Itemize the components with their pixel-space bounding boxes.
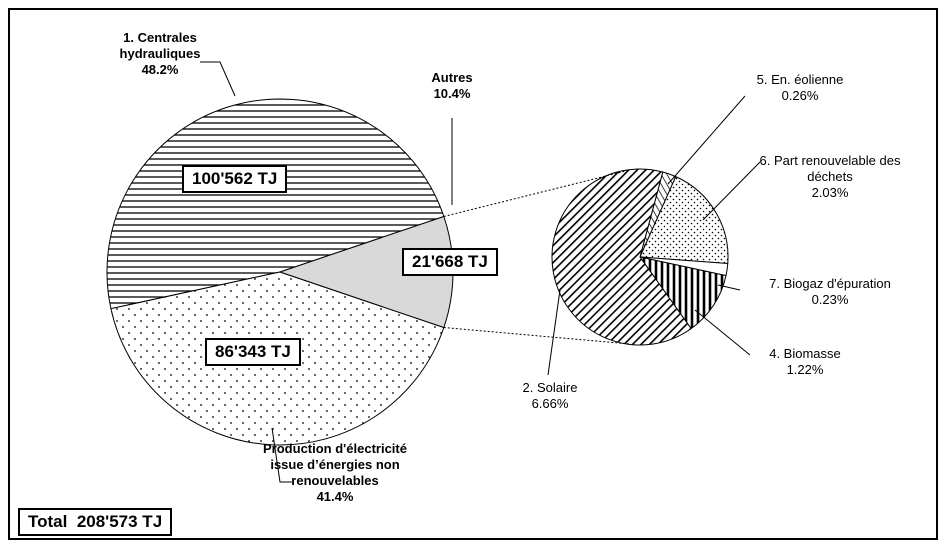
sub-slice-value: 6.66%: [531, 396, 569, 411]
slice-label: Autres 10.4%: [410, 70, 494, 102]
sub-slice-name: 2. Solaire: [522, 380, 578, 395]
total-value: 208'573 TJ: [76, 512, 163, 531]
leader-line: [702, 161, 761, 221]
sub-slice-name: 5. En. éolienne: [756, 72, 844, 87]
leader-line: [717, 284, 741, 291]
pie-slice: [106, 98, 445, 310]
slice-value: 10.4%: [433, 86, 471, 101]
slice-name: Autres: [431, 70, 473, 85]
total-title: Total: [28, 512, 68, 531]
leader-line: [667, 95, 746, 185]
sub-slice-label: 2. Solaire 6.66%: [500, 380, 600, 412]
frame: [8, 8, 938, 540]
sub-slice-name: 6. Part renouvelable des déchets: [759, 153, 901, 184]
slice-name: Production d'électricité issue d’énergie…: [263, 441, 407, 488]
slice-label: 1. Centrales hydrauliques 48.2%: [90, 30, 230, 78]
leader-line: [271, 427, 292, 483]
sub-slice-value: 1.22%: [786, 362, 824, 377]
slice-name: 1. Centrales hydrauliques: [119, 30, 201, 61]
leader-line: [200, 61, 236, 97]
energy-label: 21'668 TJ: [402, 248, 498, 276]
sub-pie-slice: [639, 175, 729, 265]
sub-pie-slice: [638, 256, 727, 330]
connector: [443, 327, 631, 345]
slice-label: Production d'électricité issue d’énergie…: [260, 441, 410, 505]
sub-slice-label: 5. En. éolienne 0.26%: [740, 72, 860, 104]
slice-value: 41.4%: [316, 489, 354, 504]
leader-line: [694, 309, 751, 356]
sub-slice-label: 7. Biogaz d'épuration 0.23%: [740, 276, 920, 308]
sub-slice-value: 2.03%: [811, 185, 849, 200]
sub-pie-slice: [551, 168, 692, 346]
sub-slice-value: 0.26%: [781, 88, 819, 103]
sub-slice-label: 4. Biomasse 1.22%: [750, 346, 860, 378]
slice-value: 48.2%: [141, 62, 179, 77]
energy-label: 86'343 TJ: [205, 338, 301, 366]
sub-slice-value: 0.23%: [811, 292, 849, 307]
energy-label: 100'562 TJ: [182, 165, 288, 193]
sub-slice-name: 4. Biomasse: [769, 346, 841, 361]
sub-slice-name: 7. Biogaz d'épuration: [769, 276, 891, 291]
sub-slice-label: 6. Part renouvelable des déchets 2.03%: [740, 153, 920, 201]
total-box: Total 208'573 TJ: [18, 508, 173, 536]
leader-line: [547, 289, 561, 376]
